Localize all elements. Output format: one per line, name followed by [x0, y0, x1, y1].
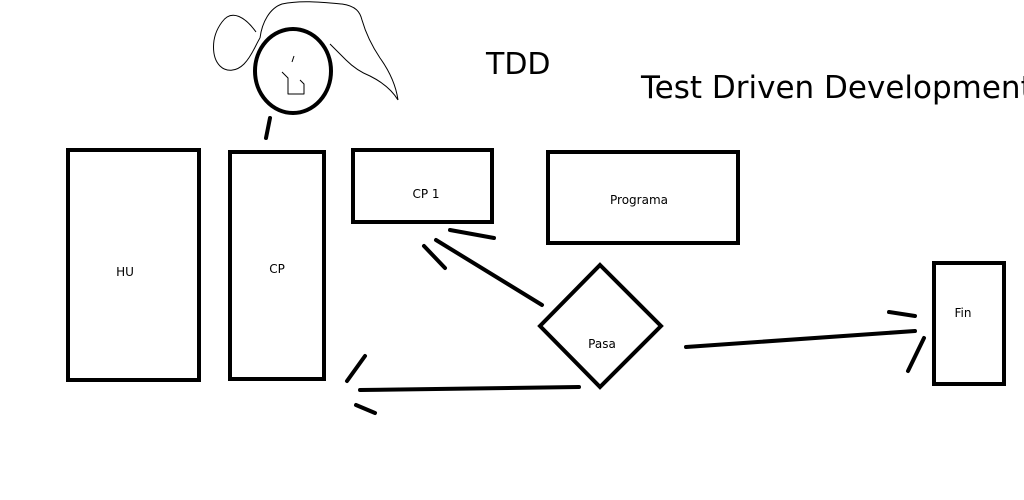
- cp1-box: [351, 148, 494, 224]
- fin-box: [932, 261, 1006, 386]
- pasa-label: Pasa: [588, 337, 616, 351]
- cp-label: CP: [269, 262, 285, 276]
- person-sketch-icon: [213, 1, 399, 140]
- person-face-marks: [281, 55, 305, 95]
- person-hair-outline: [213, 1, 399, 101]
- programa-box: [546, 150, 740, 245]
- arrow-pasa-to-cp: [345, 354, 581, 415]
- programa-label: Programa: [610, 193, 668, 207]
- cp-box: [228, 150, 326, 381]
- arrow-pasa-to-fin: [684, 310, 926, 373]
- person-head: [253, 27, 333, 115]
- fin-label: Fin: [954, 306, 972, 320]
- person-neck-line: [264, 116, 272, 140]
- diagram-subtitle: Test Driven Development: [641, 70, 1024, 106]
- cp1-label: CP 1: [412, 187, 440, 201]
- diagram-title: TDD: [486, 47, 551, 82]
- arrow-pasa-to-cp1: [422, 228, 544, 307]
- hu-label: HU: [116, 265, 134, 279]
- hu-box: [66, 148, 201, 382]
- pasa-diamond: [537, 262, 664, 390]
